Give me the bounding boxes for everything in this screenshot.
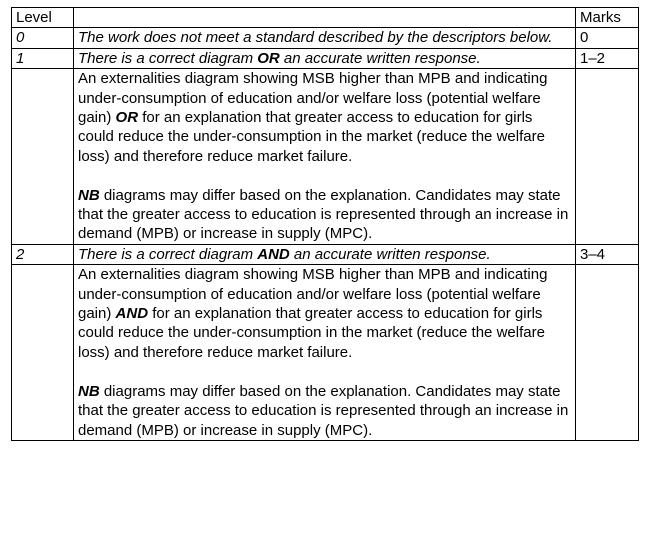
- descriptor-text: An externalities diagram showing MSB hig…: [78, 266, 548, 323]
- table-row: 0 The work does not meet a standard desc…: [11, 27, 639, 49]
- level-value: 0: [11, 27, 74, 49]
- level-summary: There is a correct diagram OR an accurat…: [73, 47, 576, 70]
- empty-cell: [575, 264, 639, 441]
- summary-connector: OR: [257, 49, 280, 67]
- marks-header: Marks: [575, 6, 639, 29]
- level-value: 1: [11, 47, 74, 70]
- summary-text: There is a correct diagram: [78, 49, 258, 67]
- summary-text: an accurate written response.: [289, 245, 491, 263]
- note-paragraph: NB diagrams may differ based on the expl…: [78, 186, 571, 244]
- level-value: 2: [11, 243, 74, 266]
- descriptor-text: for an explanation that greater access t…: [78, 305, 545, 361]
- paragraph-gap: [78, 362, 571, 381]
- note-label: NB: [78, 382, 100, 400]
- table-row: 1 There is a correct diagram OR an accur…: [11, 47, 639, 70]
- table-row: 2 There is a correct diagram AND an accu…: [11, 243, 639, 266]
- table-row: An externalities diagram showing MSB hig…: [11, 264, 639, 441]
- level-summary: The work does not meet a standard descri…: [73, 27, 576, 49]
- level-header: Level: [11, 6, 74, 29]
- marks-value: 0: [575, 27, 639, 49]
- descriptor-text: An externalities diagram showing MSB hig…: [78, 70, 548, 127]
- paragraph-gap: [78, 166, 571, 185]
- descriptor-connector: OR: [115, 109, 139, 127]
- marks-value: 3–4: [575, 243, 639, 266]
- summary-text: There is a correct diagram: [78, 245, 258, 263]
- note-paragraph: NB diagrams may differ based on the expl…: [78, 382, 571, 440]
- descriptor-paragraph: An externalities diagram showing MSB hig…: [78, 265, 571, 362]
- empty-cell: [11, 68, 74, 245]
- summary-text: an accurate written response.: [279, 49, 481, 67]
- note-text: diagrams may differ based on the explana…: [78, 382, 569, 439]
- descriptor-connector: AND: [115, 305, 149, 323]
- note-text: diagrams may differ based on the explana…: [78, 186, 569, 243]
- empty-cell: [575, 68, 639, 245]
- level-descriptor: An externalities diagram showing MSB hig…: [73, 264, 576, 441]
- note-label: NB: [78, 186, 100, 204]
- summary-connector: AND: [257, 245, 290, 263]
- descriptor-paragraph: An externalities diagram showing MSB hig…: [78, 69, 571, 166]
- description-header: [73, 6, 576, 29]
- header-row: Level Marks: [11, 6, 639, 29]
- table-row: An externalities diagram showing MSB hig…: [11, 68, 639, 245]
- level-descriptor: An externalities diagram showing MSB hig…: [73, 68, 576, 245]
- marks-value: 1–2: [575, 47, 639, 70]
- descriptor-text: for an explanation that greater access t…: [78, 109, 545, 165]
- empty-cell: [11, 264, 74, 441]
- markscheme-table: Level Marks 0 The work does not meet a s…: [11, 6, 639, 441]
- level-summary: There is a correct diagram AND an accura…: [73, 243, 576, 266]
